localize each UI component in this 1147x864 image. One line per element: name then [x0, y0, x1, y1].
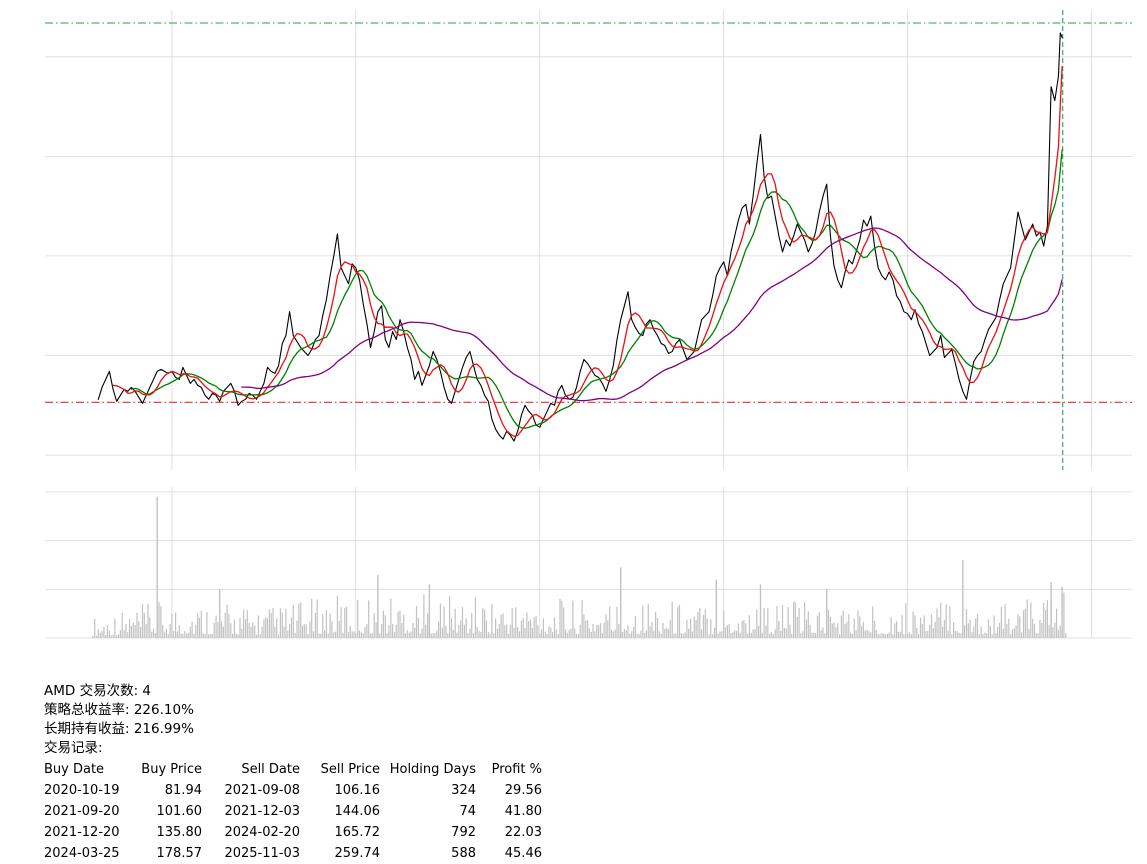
- trade-cell: 178.57: [156, 846, 203, 861]
- stats-strategy-return: 策略总收益率: 226.10%: [44, 702, 194, 718]
- trade-cell: 259.74: [334, 846, 381, 861]
- trade-cell: 792: [451, 825, 476, 840]
- trade-col-header: Sell Price: [320, 762, 380, 777]
- trade-cell: 2021-09-20: [44, 804, 120, 819]
- trade-table-body: 2020-10-19 81.94 2021-09-08 106.16 324 29.56 2…: [44, 780, 542, 864]
- price-volume-chart: [45, 10, 1132, 639]
- table-row: 2024-03-25 178.57 2025-11-03 259.74 588 45.46: [44, 843, 542, 864]
- ma50-line: [130, 149, 1063, 429]
- trade-cell: 74: [459, 804, 476, 819]
- trade-col-header: Holding Days: [389, 762, 476, 777]
- trade-cell: 22.03: [504, 825, 542, 840]
- ma25-line: [112, 66, 1063, 437]
- trade-cell: 41.80: [504, 804, 542, 819]
- trade-cell: 324: [451, 783, 476, 798]
- stats-records-label: 交易记录:: [44, 740, 103, 756]
- trade-cell: 101.60: [156, 804, 203, 819]
- close-line: [97, 32, 1063, 442]
- table-row: 2021-09-20 101.60 2021-12-03 144.06 74 41.80: [44, 801, 542, 822]
- trade-cell: 45.46: [504, 846, 542, 861]
- table-row: 2021-12-20 135.80 2024-02-20 165.72 792 22.03: [44, 822, 542, 843]
- volume-bars: [92, 496, 1067, 638]
- trade-cell: 2021-12-03: [224, 804, 300, 819]
- trade-cell: 29.56: [504, 783, 542, 798]
- trade-cell: 144.06: [334, 804, 381, 819]
- trade-col-header: Buy Date: [44, 762, 105, 777]
- trade-cell: 2021-09-08: [224, 783, 300, 798]
- trade-cell: 81.94: [164, 783, 202, 798]
- trade-cell: 588: [451, 846, 476, 861]
- trade-cell: 2020-10-19: [44, 783, 120, 798]
- trade-cell: 135.80: [156, 825, 203, 840]
- gridlines: [45, 10, 1132, 639]
- ma200-line: [241, 227, 1063, 402]
- stats-hold-return: 长期持有收益: 216.99%: [44, 721, 194, 737]
- trade-cell: 165.72: [334, 825, 381, 840]
- trade-col-header: Buy Price: [141, 762, 202, 777]
- trade-table-header: Buy Date Buy Price Sell Date Sell Price Hold…: [44, 759, 542, 780]
- trade-col-header: Profit %: [491, 762, 542, 777]
- trade-table: Buy Date Buy Price Sell Date Sell Price Hold…: [44, 759, 542, 864]
- trade-cell: 2025-11-03: [224, 846, 300, 861]
- strategy-stats: AMD 交易次数: 4 策略总收益率: 226.10% 长期持有收益: 216.…: [44, 682, 1147, 864]
- table-row: 2020-10-19 81.94 2021-09-08 106.16 324 29.56: [44, 780, 542, 801]
- stats-trades-count: AMD 交易次数: 4: [44, 683, 151, 699]
- trade-cell: 2021-12-20: [44, 825, 120, 840]
- trade-col-header: Sell Date: [241, 762, 300, 777]
- stock-chart-figure: [45, 10, 1132, 639]
- trade-cell: 2024-03-25: [44, 846, 120, 861]
- trade-cell: 2024-02-20: [224, 825, 300, 840]
- trade-cell: 106.16: [334, 783, 381, 798]
